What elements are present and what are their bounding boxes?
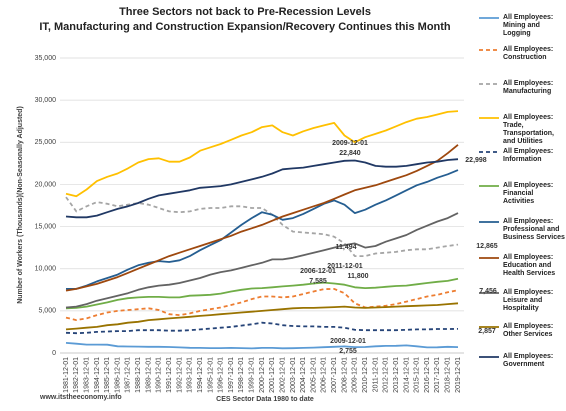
series-line bbox=[66, 169, 459, 290]
legend-label: All Employees: Leisure and Hospitality bbox=[503, 289, 554, 312]
x-tick-label: 2015-12-01 bbox=[414, 357, 421, 393]
x-tick-label: 2018-12-01 bbox=[445, 357, 452, 393]
legend-label: All Employees: Trade, Transportation, an… bbox=[503, 114, 554, 145]
x-tick-label: 2014-12-01 bbox=[403, 357, 410, 393]
annotation: 2011-12-01 bbox=[327, 263, 363, 270]
annotation: 2,857 bbox=[478, 328, 496, 335]
x-tick-label: 1981-12-01 bbox=[63, 357, 70, 393]
y-tick-label: 35,000 bbox=[35, 55, 57, 62]
legend-label: All Employees: Other Services bbox=[503, 323, 554, 338]
legend-label: All Employees: Education and Health Serv… bbox=[503, 254, 556, 277]
y-axis-title: Number of Workers (Thousands)(Non-Season… bbox=[17, 106, 24, 304]
x-tick-label: 2016-12-01 bbox=[424, 357, 431, 393]
series-line bbox=[65, 212, 459, 309]
x-tick-label: 1989-12-01 bbox=[145, 357, 152, 393]
annotation: 12,865 bbox=[476, 243, 498, 250]
x-tick-label: 2006-12-01 bbox=[321, 357, 328, 393]
y-tick-label: 30,000 bbox=[35, 97, 57, 104]
x-tick-label: 2010-12-01 bbox=[362, 357, 369, 393]
chart-subtitle: IT, Manufacturing and Construction Expan… bbox=[39, 21, 451, 33]
x-tick-label: 1994-12-01 bbox=[197, 357, 204, 393]
series-line bbox=[65, 342, 459, 350]
x-tick-label: 1983-12-01 bbox=[83, 357, 90, 393]
x-tick-label: 1993-12-01 bbox=[187, 357, 194, 393]
x-tick-label: 1987-12-01 bbox=[125, 357, 132, 393]
source: www.itstheeconomy.info bbox=[39, 394, 122, 401]
x-tick-label: 1991-12-01 bbox=[166, 357, 173, 393]
x-tick-label: 2008-12-01 bbox=[341, 357, 348, 393]
y-tick-label: 5,000 bbox=[38, 308, 56, 315]
y-tick-label: 10,000 bbox=[35, 266, 57, 273]
y-tick-label: 0 bbox=[52, 350, 56, 357]
series-line bbox=[65, 321, 459, 335]
chart-title: Three Sectors not back to Pre-Recession … bbox=[119, 6, 371, 18]
legend-label: All Employees: Government bbox=[503, 353, 554, 368]
x-tick-label: 2002-12-01 bbox=[279, 357, 286, 393]
legend-label: All Employees: Manufacturing bbox=[503, 80, 554, 95]
annotation: 7,456 bbox=[479, 288, 497, 295]
x-tick-label: 2009-12-01 bbox=[352, 357, 359, 393]
x-tick-label: 2007-12-01 bbox=[331, 357, 338, 393]
x-tick-label: 2001-12-01 bbox=[269, 357, 276, 393]
legend-label: All Employees: Construction bbox=[503, 46, 554, 61]
x-tick-label: 2004-12-01 bbox=[300, 357, 307, 393]
x-tick-label: 2013-12-01 bbox=[393, 357, 400, 393]
x-tick-label: 1990-12-01 bbox=[156, 357, 163, 393]
annotation: 11,800 bbox=[347, 273, 368, 280]
x-tick-label: 1998-12-01 bbox=[238, 357, 245, 393]
x-tick-label: 1988-12-01 bbox=[135, 357, 142, 393]
x-tick-label: 2000-12-01 bbox=[259, 357, 266, 393]
x-tick-label: 2012-12-01 bbox=[383, 357, 390, 393]
x-tick-label: 1996-12-01 bbox=[218, 357, 225, 393]
series-line bbox=[65, 302, 459, 331]
x-tick-label: 2003-12-01 bbox=[290, 357, 297, 393]
x-tick-label: 2005-12-01 bbox=[310, 357, 317, 393]
series-line bbox=[65, 288, 459, 321]
x-tick-label: 2017-12-01 bbox=[434, 357, 441, 393]
y-tick-label: 15,000 bbox=[35, 223, 57, 230]
series-line bbox=[65, 110, 459, 198]
annotation: 22,998 bbox=[465, 157, 487, 164]
x-axis-title: CES Sector Data 1980 to date bbox=[216, 396, 314, 403]
series-line bbox=[65, 277, 459, 310]
x-tick-label: 1999-12-01 bbox=[249, 357, 256, 393]
legend-label: All Employees: Professional and Business… bbox=[503, 218, 565, 241]
legend-label: All Employees: Financial Activities bbox=[503, 182, 554, 205]
x-tick-label: 1995-12-01 bbox=[207, 357, 214, 393]
annotation: 7,585 bbox=[309, 278, 327, 285]
y-tick-label: 25,000 bbox=[35, 139, 57, 146]
series-line bbox=[65, 158, 459, 219]
x-tick-label: 1986-12-01 bbox=[114, 357, 121, 393]
annotation: 2006-12-01 bbox=[300, 268, 336, 275]
legend-label: All Employees: Information bbox=[503, 148, 554, 163]
x-tick-label: 2019-12-01 bbox=[455, 357, 462, 393]
series-line bbox=[65, 144, 459, 292]
x-tick-label: 2011-12-01 bbox=[372, 357, 379, 392]
annotation: 22,840 bbox=[339, 150, 361, 157]
x-tick-label: 1985-12-01 bbox=[104, 357, 111, 393]
annotation: 2009-12-01 bbox=[332, 140, 368, 147]
annotation: 11,494 bbox=[335, 244, 356, 251]
annotation: 2009-12-01 bbox=[330, 338, 366, 345]
annotation: 2,755 bbox=[339, 348, 357, 355]
x-tick-label: 1992-12-01 bbox=[176, 357, 183, 393]
x-tick-label: 1982-12-01 bbox=[73, 357, 80, 393]
legend-label: All Employees: Mining and Logging bbox=[503, 14, 554, 37]
x-tick-label: 1997-12-01 bbox=[228, 357, 235, 393]
x-tick-label: 1984-12-01 bbox=[94, 357, 101, 393]
y-tick-label: 20,000 bbox=[35, 181, 57, 188]
